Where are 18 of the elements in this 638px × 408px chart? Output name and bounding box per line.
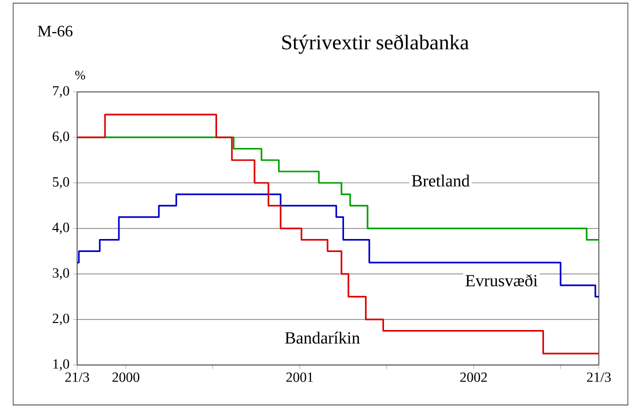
y-tick-label: 5,0 bbox=[52, 177, 70, 189]
series-label: Bandaríkin bbox=[285, 332, 360, 344]
y-tick-label: 6,0 bbox=[52, 132, 70, 144]
x-tick-label: 2002 bbox=[460, 372, 487, 382]
series-label: Evrusvæði bbox=[466, 274, 538, 286]
y-tick-label: 2,0 bbox=[52, 314, 70, 326]
y-axis-title: % bbox=[75, 70, 86, 80]
y-tick-label: 3,0 bbox=[52, 268, 70, 280]
text: Bretland bbox=[412, 174, 470, 187]
y-tick-label: 7,0 bbox=[53, 86, 70, 98]
y-tick-label: 4,0 bbox=[52, 222, 70, 234]
chart-title: Stýrivextir seðlabanka bbox=[282, 34, 469, 54]
text: M-66 bbox=[38, 26, 72, 36]
x-tick-label: 21/3 bbox=[65, 372, 90, 382]
x-tick-label: 2000 bbox=[112, 372, 140, 382]
x-tick-label: 21/3 bbox=[587, 372, 611, 382]
y-tick-label: 1,0 bbox=[53, 359, 70, 371]
x-tick-label: 2001 bbox=[286, 372, 313, 382]
